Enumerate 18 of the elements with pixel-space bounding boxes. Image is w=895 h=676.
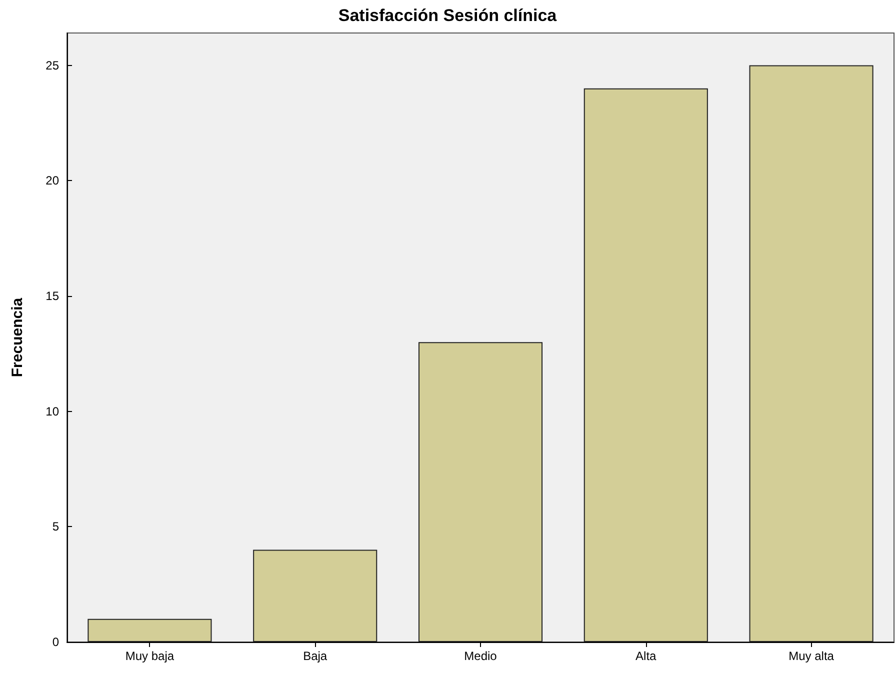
- chart-title: Satisfacción Sesión clínica: [338, 6, 558, 25]
- bar: [253, 550, 378, 642]
- y-tick-label: 0: [52, 635, 60, 649]
- x-tick-label: Medio: [464, 649, 498, 663]
- bar: [584, 88, 708, 642]
- y-tick-label: 20: [46, 174, 60, 188]
- x-tick-label: Muy alta: [788, 649, 834, 663]
- x-tick-label: Baja: [303, 649, 328, 663]
- bar: [88, 618, 212, 642]
- y-tick-label: 5: [52, 520, 60, 534]
- y-tick-label: 10: [46, 404, 60, 418]
- y-axis-title: Frecuencia: [9, 297, 26, 378]
- y-tick-label: 25: [46, 58, 60, 72]
- x-tick-label: Muy baja: [125, 649, 174, 663]
- x-tick-label: Alta: [636, 649, 657, 663]
- bar: [749, 65, 874, 642]
- bar: [418, 342, 543, 642]
- y-tick-label: 15: [46, 288, 60, 303]
